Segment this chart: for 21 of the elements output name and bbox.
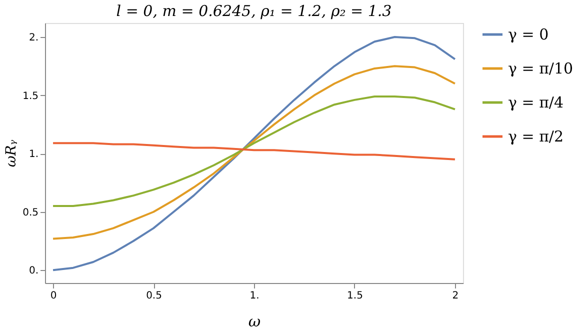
y-tick-label: 2. bbox=[28, 32, 38, 44]
y-tick-label: 1. bbox=[28, 149, 38, 160]
legend-label: γ = π/2 bbox=[508, 128, 564, 146]
x-tick-label: 1. bbox=[250, 290, 260, 302]
line-series bbox=[52, 36, 456, 272]
line-series bbox=[52, 65, 456, 240]
legend-label: γ = π/4 bbox=[508, 94, 564, 112]
x-tick-label: 0.5 bbox=[146, 290, 162, 302]
y-tick-label: 1.5 bbox=[22, 90, 38, 102]
y-tick-label: 0.5 bbox=[22, 207, 38, 218]
y-axis-title: ωRᵧ bbox=[4, 139, 20, 168]
y-tick-label: 0. bbox=[28, 266, 38, 277]
line-series bbox=[52, 95, 456, 208]
line-series bbox=[52, 142, 456, 160]
x-tick-label: 1.5 bbox=[347, 290, 363, 302]
legend-label: γ = 0 bbox=[508, 26, 549, 44]
chart-title: l = 0, m = 0.6245, ρ₁ = 1.2, ρ₂ = 1.3 bbox=[116, 2, 392, 20]
legend-label: γ = π/10 bbox=[508, 60, 574, 78]
x-axis-title: ω bbox=[248, 312, 261, 330]
x-tick-label: 0 bbox=[50, 290, 57, 302]
x-tick-label: 2 bbox=[452, 290, 459, 302]
